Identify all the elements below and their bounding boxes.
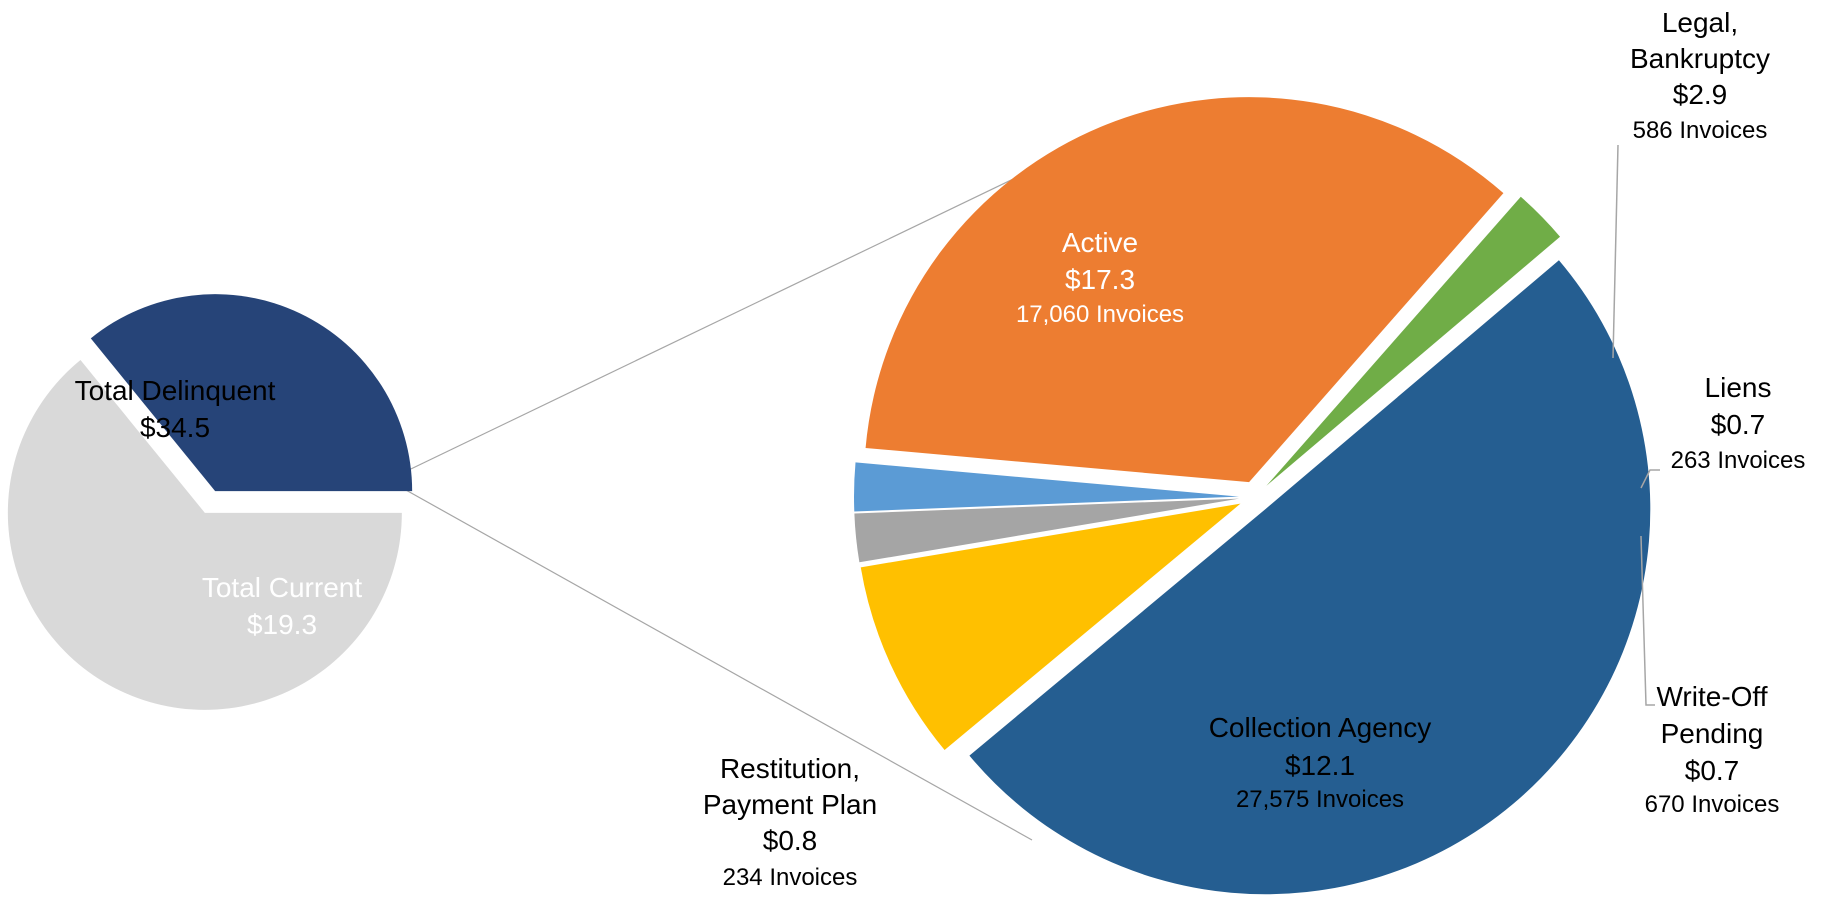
pie-slice-total-current xyxy=(90,294,413,492)
connector-lines xyxy=(387,169,1033,841)
leader-line-legal xyxy=(1612,144,1619,359)
pie-slice-active xyxy=(969,260,1651,895)
pie-slice-write-off-pending xyxy=(854,462,1240,512)
label-total-current-name: Total Current xyxy=(202,572,363,603)
label-restitution-invoices: 234 Invoices xyxy=(723,864,858,891)
pie-slice-total-delinquent xyxy=(7,360,402,710)
label-restitution-line1: Restitution, xyxy=(720,753,860,784)
connector-line-bottom xyxy=(387,479,1033,841)
label-write-off-value: $0.7 xyxy=(1685,755,1740,786)
label-legal-value: $2.9 xyxy=(1673,79,1728,110)
pie-slice-restitution-payment-plan xyxy=(1266,196,1561,486)
breakdown-pie xyxy=(854,97,1651,895)
label-legal-line1: Legal, xyxy=(1662,7,1738,38)
label-write-off-line1: Write-Off xyxy=(1657,681,1768,712)
label-active-invoices: 17,060 Invoices xyxy=(1016,301,1184,328)
label-liens-name: Liens xyxy=(1705,372,1772,403)
label-active-value: $17.3 xyxy=(1065,264,1135,295)
leader-line-write-off xyxy=(1640,535,1655,706)
label-total-current-value: $19.3 xyxy=(247,609,317,640)
summary-pie xyxy=(7,294,413,710)
label-total-delinquent-value: $34.5 xyxy=(140,412,210,443)
label-collection-name: Collection Agency xyxy=(1209,712,1432,743)
connector-line-top xyxy=(387,169,1033,481)
label-write-off-invoices: 670 Invoices xyxy=(1645,791,1780,818)
label-legal-line2: Bankruptcy xyxy=(1630,43,1770,74)
pie-slice-liens xyxy=(854,498,1240,563)
label-restitution-value: $0.8 xyxy=(763,825,818,856)
label-legal-invoices: 586 Invoices xyxy=(1633,117,1768,144)
label-collection-invoices: 27,575 Invoices xyxy=(1236,786,1404,813)
label-liens-invoices: 263 Invoices xyxy=(1671,447,1806,474)
label-write-off-line2: Pending xyxy=(1661,718,1764,749)
leader-lines xyxy=(1612,144,1660,706)
pie-slice-legal-bankruptcy xyxy=(860,503,1241,751)
label-collection-value: $12.1 xyxy=(1285,750,1355,781)
pie-slice-collection-agency xyxy=(865,97,1504,483)
label-active-name: Active xyxy=(1062,227,1138,258)
leader-line-liens xyxy=(1640,469,1660,489)
label-total-delinquent-name: Total Delinquent xyxy=(75,375,276,406)
label-restitution-line2: Payment Plan xyxy=(703,789,877,820)
label-liens-value: $0.7 xyxy=(1711,409,1766,440)
